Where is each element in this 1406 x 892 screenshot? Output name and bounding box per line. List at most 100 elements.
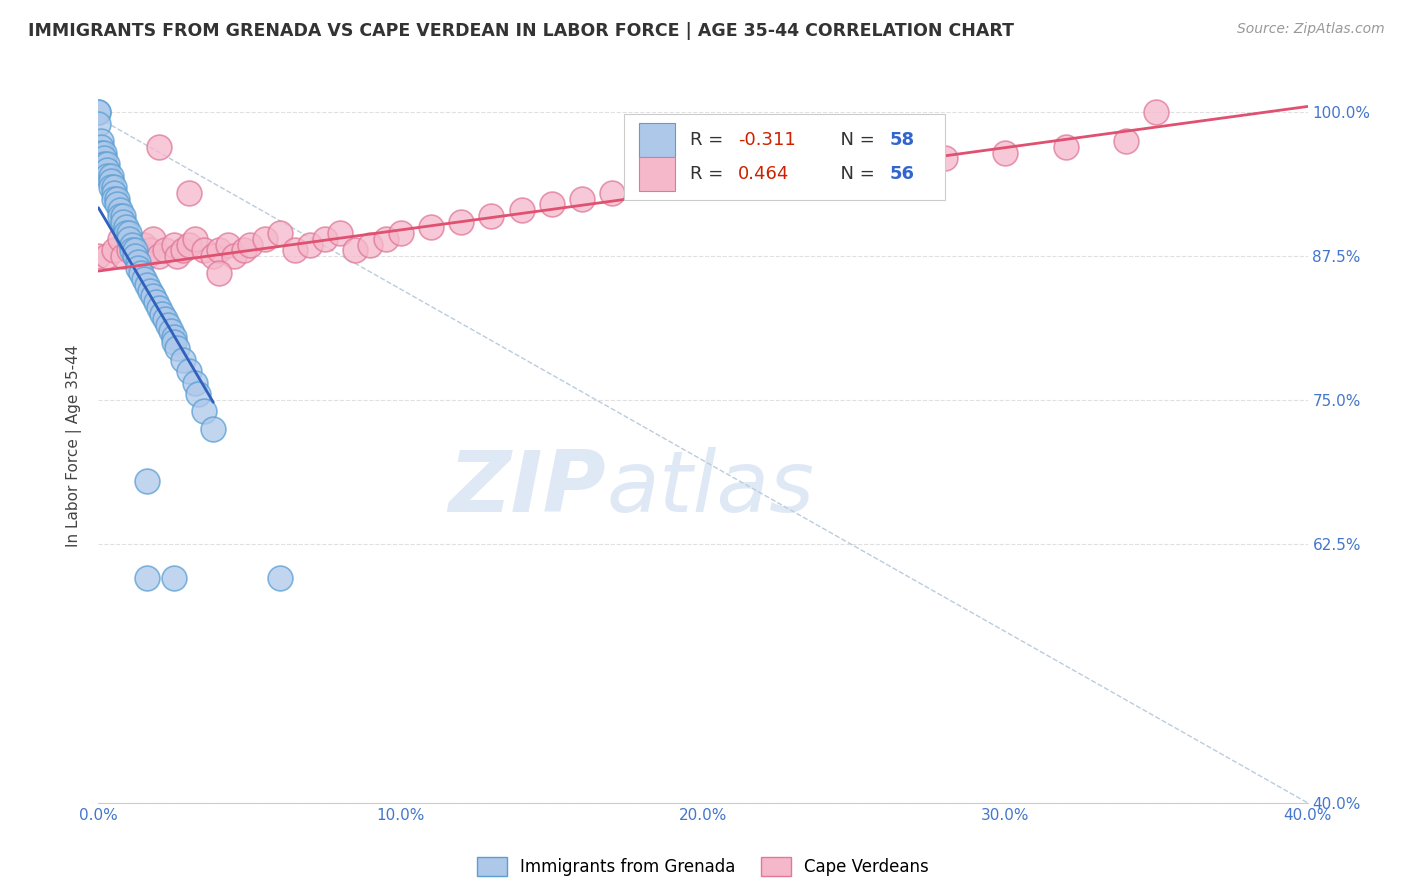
Point [374,232,396,246]
Point [329,226,352,240]
Point [87,117,110,131]
Point [510,202,533,217]
Point [150,307,173,321]
Point [121,244,143,258]
Bar [638,123,675,157]
Text: 58: 58 [889,131,914,149]
Point [103,180,125,194]
Text: Source: ZipAtlas.com: Source: ZipAtlas.com [1237,22,1385,37]
Text: -0.311: -0.311 [738,131,796,149]
Point [103,186,125,200]
Point [142,232,165,246]
Point [96,249,118,263]
Point [299,237,322,252]
Point [96,162,118,177]
Point [163,571,186,585]
Point [1054,140,1077,154]
Point [124,249,146,263]
Point [93,151,115,165]
Point [1115,134,1137,148]
Point [166,249,188,263]
Point [184,376,207,390]
Point [100,180,122,194]
Point [105,197,128,211]
Point [87,105,110,120]
Point [571,192,593,206]
Point [103,192,125,206]
Point [111,209,134,223]
Point [187,387,209,401]
Point [481,209,503,223]
Point [127,255,149,269]
Point [163,329,186,343]
Point [103,244,125,258]
Point [96,169,118,183]
Text: 0.464: 0.464 [738,165,789,183]
Point [179,186,201,200]
Point [193,244,215,258]
Point [239,237,262,252]
Point [389,226,412,240]
Point [132,237,155,252]
Point [100,169,122,183]
Point [208,244,231,258]
Point [284,244,307,258]
Point [692,174,714,188]
Point [540,197,562,211]
FancyBboxPatch shape [624,114,945,200]
Point [193,404,215,418]
Point [224,249,246,263]
Point [135,571,157,585]
Point [873,157,896,171]
Point [156,318,179,333]
Point [166,341,188,355]
Point [163,335,186,350]
Text: R =: R = [690,165,728,183]
Point [87,105,110,120]
Point [111,249,134,263]
Legend: Immigrants from Grenada, Cape Verdeans: Immigrants from Grenada, Cape Verdeans [471,850,935,883]
Point [344,244,367,258]
Text: N =: N = [828,165,880,183]
Point [148,249,170,263]
Point [93,157,115,171]
Point [132,272,155,286]
Point [160,324,183,338]
Y-axis label: In Labor Force | Age 35-44: In Labor Force | Age 35-44 [66,345,83,547]
Point [232,244,254,258]
Text: 56: 56 [889,165,914,183]
Bar [638,157,675,191]
Point [124,249,146,263]
Text: R =: R = [690,131,728,149]
Point [93,145,115,160]
Point [129,266,152,280]
Point [90,145,112,160]
Point [135,474,157,488]
Point [87,249,110,263]
Point [450,214,472,228]
Point [118,244,141,258]
Point [135,249,157,263]
Point [90,140,112,154]
Point [163,237,186,252]
Point [208,266,231,280]
Point [994,145,1017,160]
Point [420,220,443,235]
Point [813,162,835,177]
Point [1144,105,1167,120]
Point [172,244,194,258]
Point [100,174,122,188]
Point [108,209,131,223]
Point [127,244,149,258]
Point [752,169,775,183]
Text: ZIP: ZIP [449,447,606,531]
Point [179,364,201,378]
Point [631,180,654,194]
Point [202,422,225,436]
Point [269,226,291,240]
Point [314,232,336,246]
Point [118,226,141,240]
Text: atlas: atlas [606,447,814,531]
Point [105,192,128,206]
Point [114,220,136,235]
